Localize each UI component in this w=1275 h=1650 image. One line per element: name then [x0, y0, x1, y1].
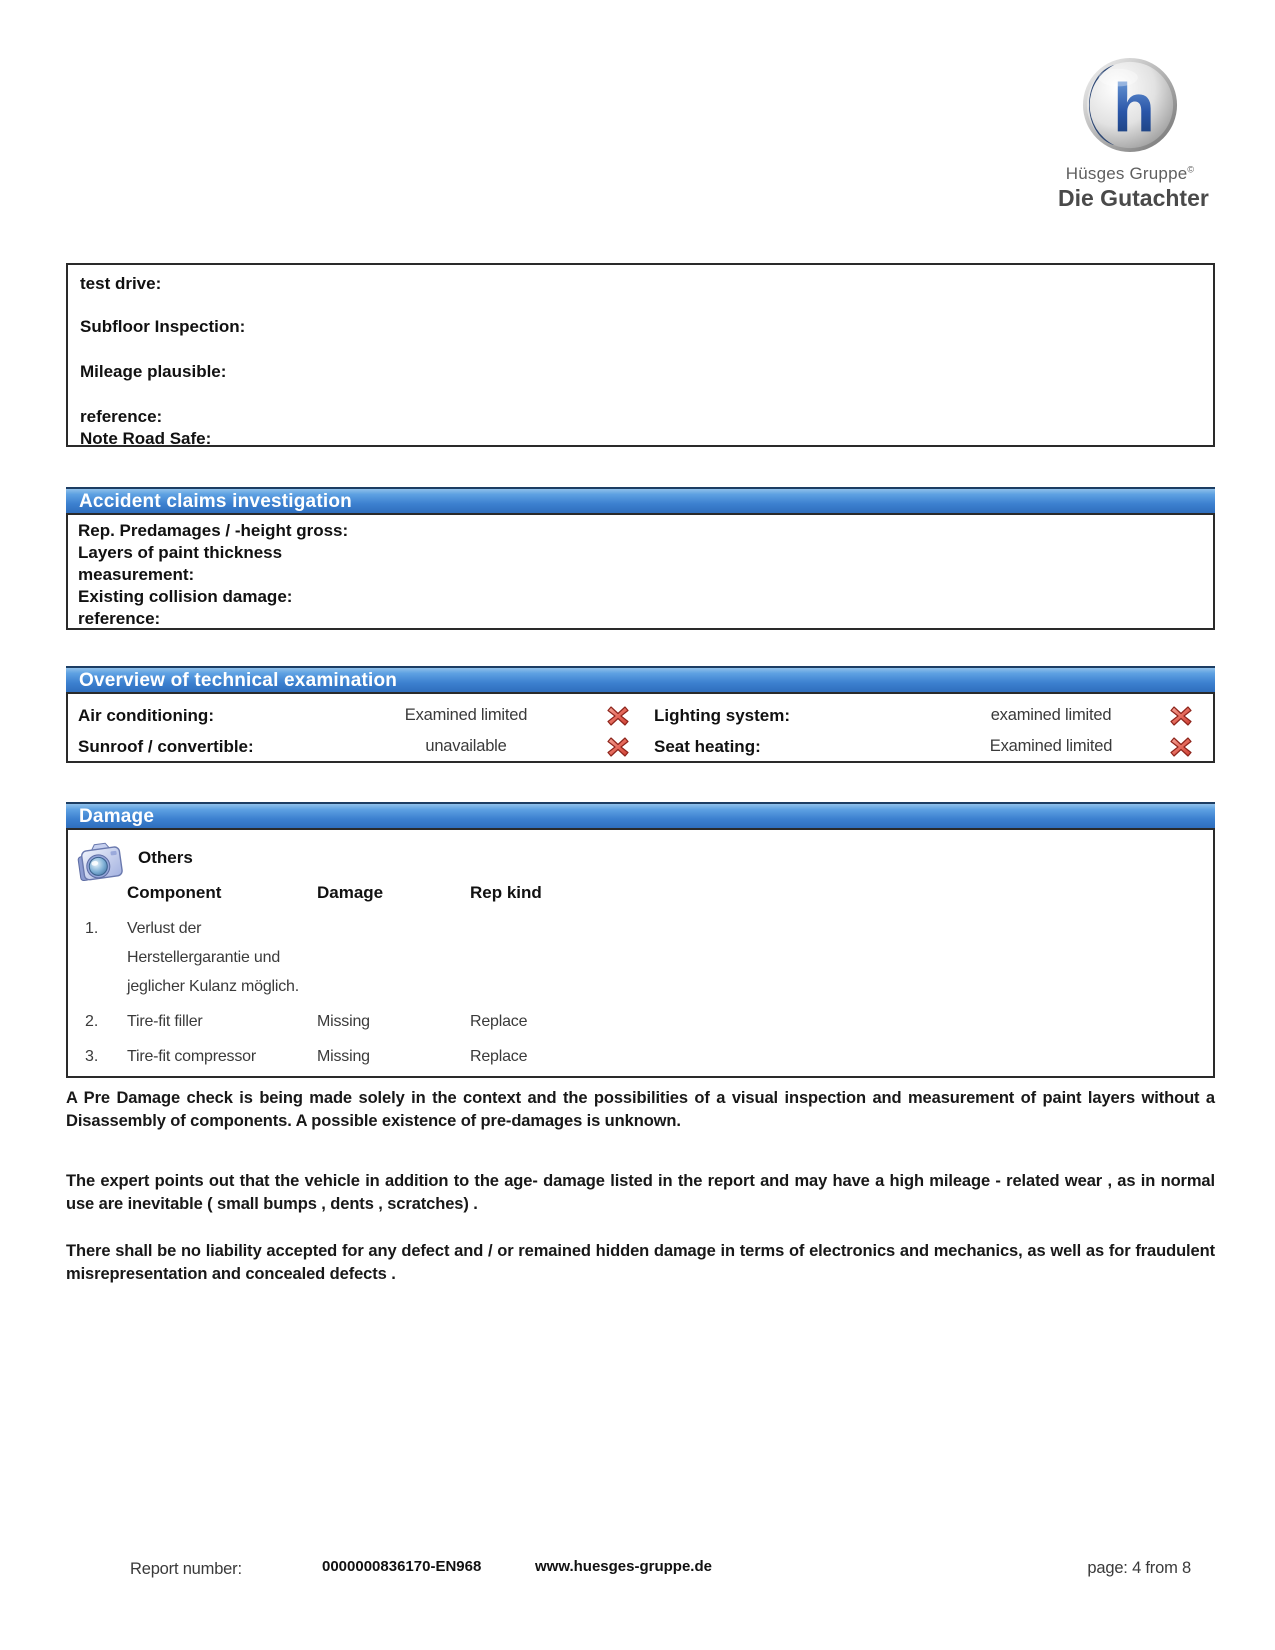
page-indicator: page: 4 from 8	[1087, 1559, 1191, 1577]
note-road-safe-label: Note Road Safe:	[80, 429, 212, 448]
technical-row: Sunroof / convertible: unavailable Seat …	[68, 731, 1213, 762]
sunroof-convertible-value: unavailable	[425, 737, 507, 755]
rep-kind-cell	[470, 914, 690, 1001]
technical-section-box: Air conditioning: Examined limited Light…	[66, 692, 1215, 763]
logo: h Hüsges Gruppe© Die Gutachter	[1058, 56, 1209, 212]
rep-kind-cell: Replace	[470, 1048, 528, 1065]
technical-row: Air conditioning: Examined limited Light…	[68, 700, 1213, 731]
air-conditioning-value: Examined limited	[404, 706, 528, 724]
row-number: 1.	[85, 920, 99, 937]
accident-section-box: Rep. Predamages / -height gross: Layers …	[66, 513, 1215, 630]
damage-section-header: Damage	[66, 802, 1215, 828]
damage-cell: Missing	[317, 1013, 370, 1030]
damage-section-box: Others Component Damage Rep kind 1. Verl…	[66, 828, 1215, 1078]
liability-disclaimer: There shall be no liability accepted for…	[66, 1242, 1215, 1283]
damage-table-row: 2. Tire-fit filler Missing Replace	[85, 1007, 1213, 1036]
lighting-system-label: Lighting system:	[654, 705, 791, 725]
logo-tagline: Die Gutachter	[1058, 185, 1209, 211]
website-url: www.huesges-gruppe.de	[535, 1558, 712, 1575]
reference-label: reference:	[80, 407, 163, 426]
damage-table-row: 1. Verlust der Herstellergarantie und je…	[85, 914, 1213, 1001]
report-number-label: Report number:	[130, 1560, 242, 1578]
damage-cell: Missing	[317, 1048, 370, 1065]
logo-brand-name: Hüsges Gruppe©	[1065, 164, 1195, 183]
report-number-value: 0000000836170-EN968	[322, 1558, 482, 1575]
damage-group-title: Others	[138, 848, 193, 867]
existing-collision-label: Existing collision damage:	[78, 587, 293, 606]
component-cell: Verlust der Herstellergarantie und jegli…	[127, 920, 299, 995]
fail-x-icon	[605, 735, 631, 759]
fail-x-icon	[1168, 735, 1194, 759]
inspection-summary-box: test drive: Subfloor Inspection: Mileage…	[66, 263, 1215, 448]
seat-heating-label: Seat heating:	[654, 736, 761, 756]
camera-icon	[77, 842, 123, 882]
accident-section-title: Accident claims investigation	[79, 491, 352, 512]
paint-thickness-label: Layers of paint thickness measurement:	[78, 543, 283, 584]
pre-damage-disclaimer: A Pre Damage check is being made solely …	[66, 1089, 1215, 1130]
damage-cell	[317, 914, 470, 1001]
page-footer: Report number: 0000000836170-EN968 www.h…	[0, 1558, 1275, 1580]
damage-section-title: Damage	[79, 806, 155, 827]
air-conditioning-label: Air conditioning:	[78, 705, 214, 725]
svg-text:h: h	[1113, 69, 1155, 146]
seat-heating-value: Examined limited	[989, 737, 1113, 755]
damage-table-header: Component Damage Rep kind	[85, 882, 1213, 904]
row-number: 3.	[85, 1048, 99, 1065]
logo-circle-h-icon: h	[1082, 57, 1178, 153]
component-cell: Tire-fit filler	[127, 1013, 203, 1030]
subfloor-inspection-label: Subfloor Inspection:	[80, 317, 246, 336]
row-number: 2.	[85, 1013, 99, 1030]
fail-x-icon	[1168, 704, 1194, 728]
lighting-system-value: examined limited	[990, 706, 1112, 724]
rep-kind-column-header: Rep kind	[470, 883, 542, 902]
damage-table-row: 3. Tire-fit compressor Missing Replace	[85, 1042, 1213, 1071]
rep-kind-cell: Replace	[470, 1013, 528, 1030]
mileage-plausible-label: Mileage plausible:	[80, 362, 227, 381]
damage-column-header: Damage	[317, 883, 384, 902]
fail-x-icon	[605, 704, 631, 728]
sunroof-convertible-label: Sunroof / convertible:	[78, 736, 254, 756]
rep-predamages-label: Rep. Predamages / -height gross:	[78, 521, 349, 540]
component-cell: Tire-fit compressor	[127, 1048, 256, 1065]
component-column-header: Component	[127, 883, 222, 902]
expert-note-disclaimer: The expert points out that the vehicle i…	[66, 1172, 1215, 1213]
accident-reference-label: reference:	[78, 609, 161, 628]
accident-section-header: Accident claims investigation	[66, 487, 1215, 513]
technical-section-header: Overview of technical examination	[66, 666, 1215, 692]
technical-section-title: Overview of technical examination	[79, 670, 398, 691]
test-drive-label: test drive:	[80, 274, 162, 293]
